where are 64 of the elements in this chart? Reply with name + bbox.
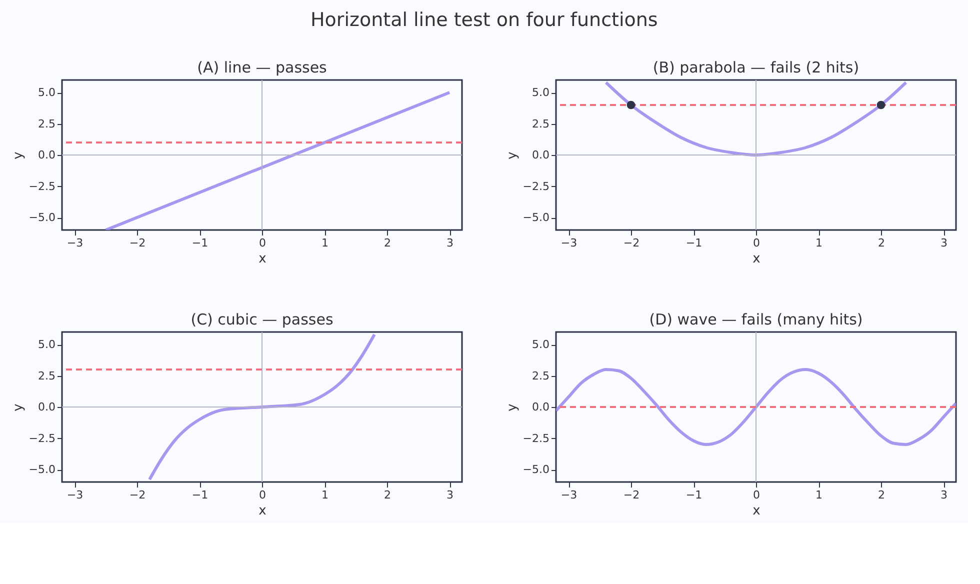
- x-tick-label: −1: [192, 488, 208, 502]
- x-tick-label: 0: [259, 488, 266, 502]
- x-tick-label: 2: [384, 488, 391, 502]
- x-tick-label: −3: [66, 488, 84, 502]
- x-tick-label: 1: [322, 488, 328, 502]
- chart-title: (D) wave — fails (many hits): [649, 310, 863, 328]
- x-tick-label: 2: [878, 236, 885, 250]
- y-tick-label: 5.0: [38, 86, 56, 99]
- x-tick-label: −1: [686, 236, 702, 250]
- y-axis-title: y: [504, 403, 520, 412]
- x-tick-label: −2: [623, 236, 640, 250]
- x-tick-label: 0: [753, 488, 760, 502]
- line-series: [556, 368, 956, 446]
- x-axis-title: x: [752, 252, 761, 266]
- x-tick-label: 1: [322, 236, 328, 250]
- chart-title: (B) parabola — fails (2 hits): [652, 58, 860, 76]
- y-axis-title: y: [504, 151, 520, 160]
- x-axis-title: x: [752, 504, 761, 518]
- x-tick-label: 3: [446, 236, 454, 250]
- x-axis-title: x: [258, 504, 267, 518]
- x-tick-label: −2: [623, 488, 640, 502]
- x-tick-label: −2: [129, 488, 146, 502]
- y-tick-label: −2.5: [28, 180, 56, 193]
- y-tick-label: −5.0: [522, 463, 550, 476]
- y-tick-label: 5.0: [38, 338, 56, 351]
- x-tick-label: 0: [753, 236, 760, 250]
- y-tick-label: 0.0: [38, 400, 56, 414]
- y-tick-label: −2.5: [28, 432, 56, 445]
- y-tick-label: −5.0: [28, 463, 56, 476]
- y-axis-title: y: [10, 151, 26, 160]
- x-tick-label: 2: [878, 488, 885, 502]
- x-tick-label: −2: [129, 236, 146, 250]
- x-tick-label: 3: [446, 488, 454, 502]
- x-tick-label: 3: [940, 236, 948, 250]
- x-tick-label: 3: [940, 488, 948, 502]
- x-tick-label: 0: [259, 236, 266, 250]
- x-tick-label: −3: [66, 236, 84, 250]
- x-tick-label: 2: [384, 236, 391, 250]
- x-tick-label: −1: [192, 236, 208, 250]
- line-series: [604, 81, 908, 156]
- x-tick-label: 1: [816, 488, 822, 502]
- y-tick-label: −5.0: [522, 211, 550, 224]
- y-tick-label: −5.0: [28, 211, 56, 224]
- y-tick-label: 0.0: [532, 400, 550, 414]
- chart-title: (A) line — passes: [197, 58, 328, 76]
- line-series: [148, 333, 376, 481]
- chart-title: (C) cubic — passes: [190, 310, 334, 328]
- y-tick-label: 2.5: [532, 369, 550, 382]
- y-tick-label: −2.5: [522, 432, 550, 445]
- x-axis-title: x: [258, 252, 267, 266]
- y-tick-label: 5.0: [532, 338, 550, 351]
- text: Horizontal line test on four functions: [310, 8, 658, 31]
- y-tick-label: 2.5: [532, 117, 550, 130]
- y-tick-label: 0.0: [38, 148, 56, 162]
- y-tick-label: 0.0: [532, 148, 550, 162]
- x-tick-label: −1: [686, 488, 702, 502]
- y-axis-title: y: [10, 403, 26, 412]
- y-tick-label: 2.5: [38, 369, 56, 382]
- y-tick-label: 2.5: [38, 117, 56, 130]
- y-tick-label: −2.5: [522, 180, 550, 193]
- x-tick-label: −3: [560, 488, 578, 502]
- x-tick-label: 1: [816, 236, 822, 250]
- x-tick-label: −3: [560, 236, 578, 250]
- y-tick-label: 5.0: [532, 86, 550, 99]
